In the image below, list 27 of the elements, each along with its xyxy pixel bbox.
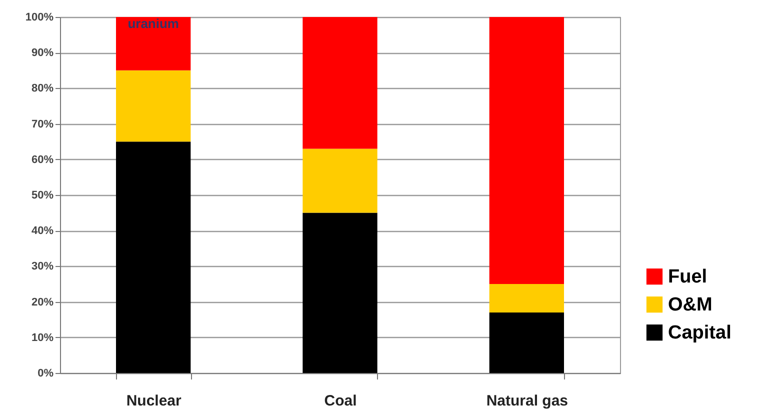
bar — [489, 284, 564, 312]
legend-label: Fuel — [668, 266, 708, 288]
y-tick-label: 30% — [31, 260, 54, 273]
y-tick-label: 90% — [31, 47, 54, 60]
legend-label: O&M — [668, 294, 712, 316]
y-tick-label: 10% — [31, 332, 54, 344]
y-tick-label: 20% — [31, 296, 54, 308]
bar — [302, 148, 378, 213]
x-tick-label: Natural gas — [486, 392, 568, 410]
bar — [489, 17, 564, 284]
bar — [302, 17, 378, 149]
y-tick-label: 0% — [38, 368, 54, 380]
x-tick-label: Coal — [324, 392, 357, 410]
legend-label: Capital — [668, 322, 732, 344]
x-tick-label: Nuclear — [126, 392, 182, 410]
bar — [116, 142, 191, 373]
bar — [489, 312, 564, 373]
bar — [302, 212, 378, 373]
y-tick-label: 50% — [31, 190, 54, 202]
annotation: uranium — [128, 16, 179, 31]
y-tick-label: 70% — [31, 118, 54, 130]
bar — [116, 17, 191, 70]
y-tick-label: 100% — [25, 12, 54, 24]
y-tick-label: 40% — [31, 225, 54, 238]
y-tick-label: 80% — [31, 82, 54, 95]
bar — [116, 70, 191, 142]
y-tick-label: 60% — [31, 154, 54, 166]
